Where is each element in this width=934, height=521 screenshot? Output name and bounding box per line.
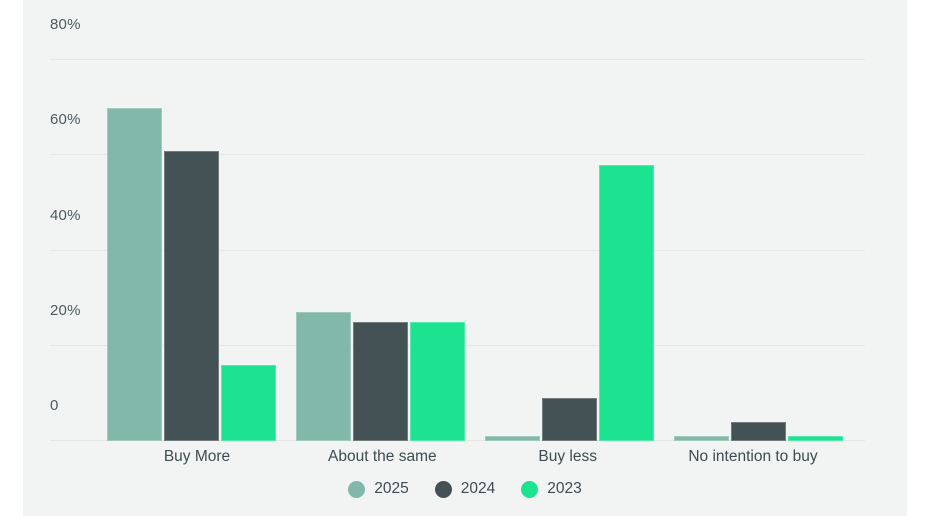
x-category-label: Buy More xyxy=(163,448,231,465)
y-tick-label: 20% xyxy=(50,301,81,319)
bar-group-2 xyxy=(485,60,654,441)
bar-group-0 xyxy=(107,60,276,441)
legend-swatch-icon xyxy=(521,480,539,498)
y-tick-label: 0 xyxy=(50,397,59,414)
chart-legend: 2025 2024 2023 xyxy=(23,480,907,498)
x-axis-labels: Buy More About the same Buy less No intenti… xyxy=(107,448,843,466)
bar-2025-1 xyxy=(296,312,351,441)
bar-2025-0 xyxy=(107,107,162,441)
plot-area: 80% 60% 40% 20% 0 xyxy=(50,16,865,441)
bar-2025-2 xyxy=(485,436,540,441)
gridline-40 xyxy=(50,249,865,251)
gridline-80 xyxy=(50,59,865,60)
chart-panel: 80% 60% 40% 20% 0 Buy More About the same Buy … xyxy=(23,0,907,516)
legend-swatch-icon xyxy=(434,480,452,498)
y-tick-label: 80% xyxy=(50,16,81,33)
x-category-label: About the same xyxy=(328,448,437,465)
bar-2023-1 xyxy=(410,321,465,441)
legend-item-2023: 2023 xyxy=(521,480,582,498)
bars-container xyxy=(107,60,843,441)
y-tick-label: 60% xyxy=(50,111,81,129)
x-category-label: No intention to buy xyxy=(688,448,818,465)
legend-label: 2023 xyxy=(547,480,582,497)
legend-label: 2025 xyxy=(374,480,409,497)
bar-2024-2 xyxy=(542,398,597,441)
bar-2024-1 xyxy=(353,321,408,441)
bar-2023-2 xyxy=(599,164,654,441)
gridline-60 xyxy=(50,154,865,156)
bar-group-1 xyxy=(296,60,465,441)
legend-item-2024: 2024 xyxy=(434,480,496,498)
bar-2023-0 xyxy=(221,364,276,441)
legend-swatch-icon xyxy=(348,480,366,498)
bar-2024-3 xyxy=(731,421,786,441)
bar-2023-3 xyxy=(788,436,843,441)
legend-label: 2024 xyxy=(460,480,496,497)
legend-item-2025: 2025 xyxy=(348,480,409,498)
x-category-label: Buy less xyxy=(538,448,597,465)
y-tick-label: 40% xyxy=(50,206,81,224)
bar-group-3 xyxy=(674,60,843,441)
bar-2024-0 xyxy=(164,150,219,441)
bar-2025-3 xyxy=(674,436,729,441)
